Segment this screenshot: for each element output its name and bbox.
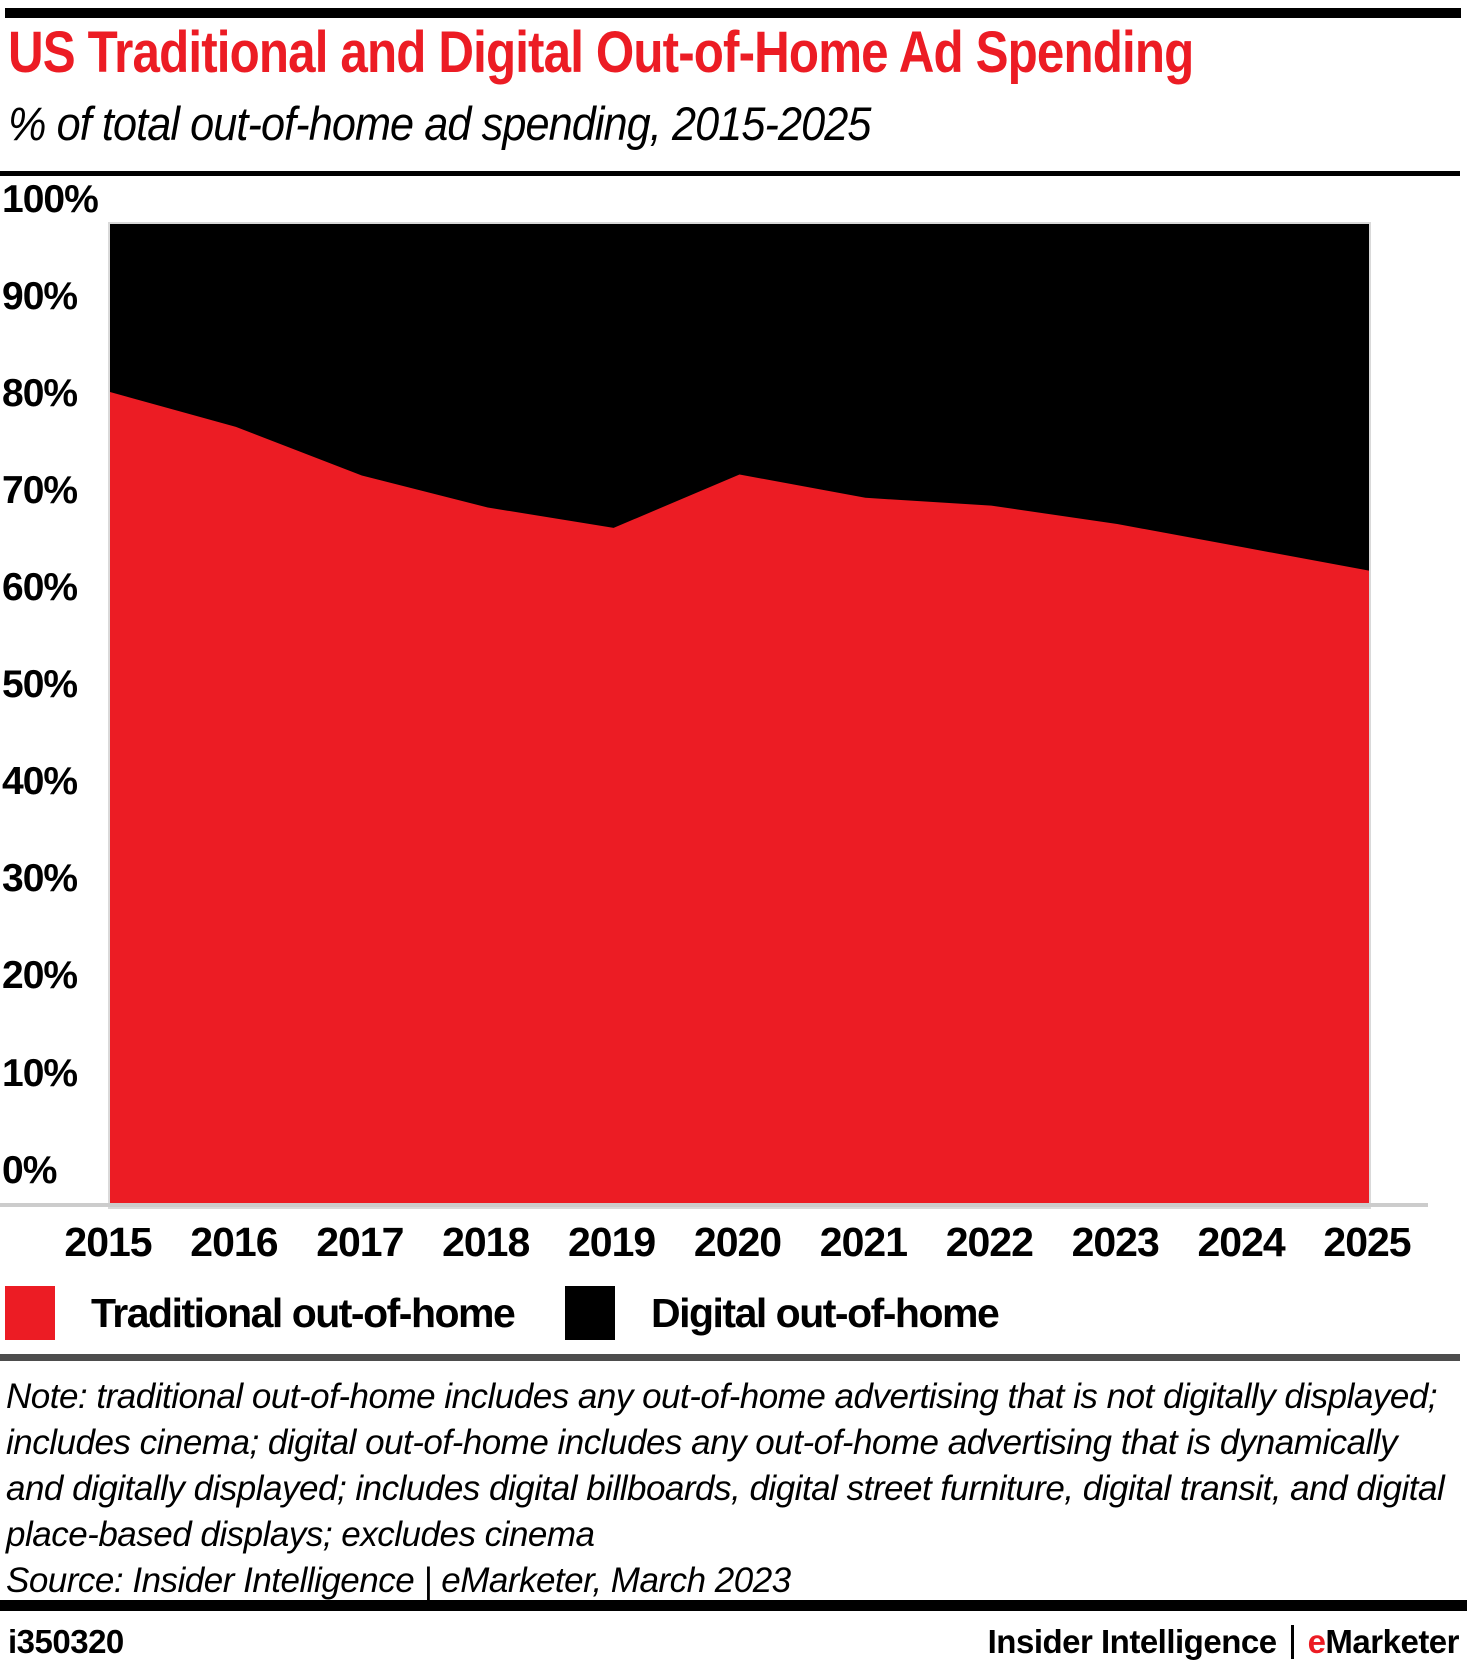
legend-divider — [0, 1354, 1460, 1361]
legend-item-traditional: Traditional out-of-home — [5, 1286, 516, 1340]
brand-emarketer-rest: Marketer — [1325, 1623, 1459, 1660]
y-tick-label: 100% — [2, 177, 99, 221]
footer-accent-bar — [0, 1600, 1467, 1611]
y-tick-label: 10% — [2, 1051, 78, 1095]
chart-subtitle: % of total out-of-home ad spending, 2015… — [8, 97, 871, 150]
y-tick-label: 60% — [2, 566, 78, 609]
legend-label-traditional: Traditional out-of-home — [91, 1289, 516, 1336]
brand-emarketer-e: e — [1307, 1623, 1326, 1660]
x-tick-label: 2017 — [316, 1219, 404, 1265]
legend-label-digital: Digital out-of-home — [651, 1289, 1000, 1336]
y-tick-label: 50% — [2, 663, 78, 707]
x-axis-line — [0, 1203, 1428, 1207]
legend-item-digital: Digital out-of-home — [565, 1286, 1000, 1340]
y-tick-label: 0% — [2, 1148, 57, 1192]
footer: i350320 Insider Intelligence eMarketer — [8, 1622, 1459, 1662]
y-tick-label: 90% — [2, 274, 78, 318]
y-tick-label: 80% — [2, 371, 78, 415]
y-tick-label: 20% — [2, 954, 78, 998]
x-tick-label: 2022 — [945, 1219, 1034, 1265]
x-tick-label: 2015 — [64, 1219, 152, 1265]
source-text: Source: Insider Intelligence | eMarketer… — [6, 1561, 791, 1600]
chart-id: i350320 — [8, 1623, 124, 1660]
x-tick-label: 2019 — [567, 1219, 656, 1265]
x-tick-label: 2016 — [190, 1219, 278, 1265]
top-accent-bar — [5, 8, 1461, 18]
brand-insider-intelligence: Insider Intelligence — [987, 1623, 1277, 1660]
notes-block: Note: traditional out-of-home includes a… — [6, 1374, 1458, 1604]
brand-logo: Insider Intelligence eMarketer — [987, 1622, 1460, 1662]
x-tick-label: 2020 — [693, 1219, 782, 1265]
traditional-ooh-area — [110, 392, 1369, 1207]
y-tick-label: 40% — [2, 760, 78, 804]
title-divider — [0, 171, 1460, 176]
x-tick-label: 2024 — [1197, 1219, 1285, 1265]
plot-area — [108, 222, 1371, 1209]
y-tick-label: 70% — [2, 468, 78, 512]
note-text: Note: traditional out-of-home includes a… — [6, 1377, 1445, 1554]
digital-swatch — [565, 1286, 615, 1340]
traditional-swatch — [5, 1286, 55, 1340]
brand-divider — [1290, 1625, 1294, 1659]
y-tick-label: 30% — [2, 857, 78, 901]
x-tick-label: 2021 — [819, 1219, 908, 1265]
x-tick-label: 2023 — [1071, 1219, 1160, 1265]
x-tick-label: 2025 — [1323, 1219, 1411, 1265]
x-tick-label: 2018 — [442, 1219, 530, 1265]
chart-title: US Traditional and Digital Out-of-Home A… — [8, 20, 1194, 85]
